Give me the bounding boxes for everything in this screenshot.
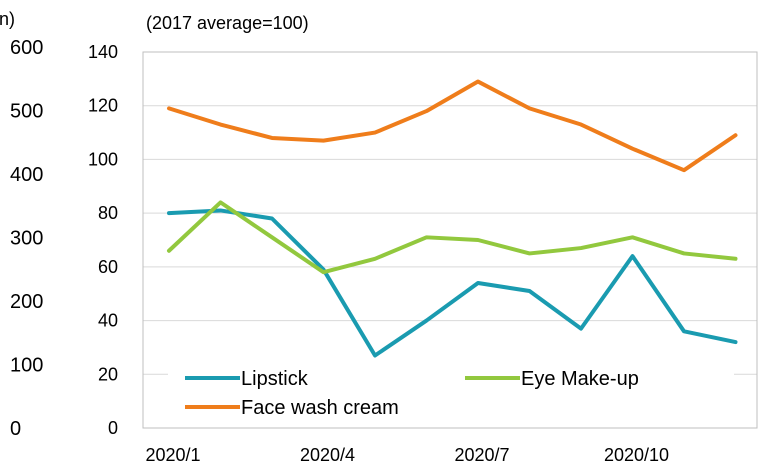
series-line-eye-make-up bbox=[167, 200, 738, 275]
series-lines bbox=[167, 79, 738, 358]
y-tick-label: 80 bbox=[98, 203, 118, 223]
secondary-y-tick-label: 100 bbox=[10, 355, 43, 377]
legend-label: Lipstick bbox=[241, 368, 309, 390]
x-tick-label: 2020/1 bbox=[145, 445, 200, 465]
secondary-y-tick-label: 200 bbox=[10, 291, 43, 313]
legend-label: Eye Make-up bbox=[521, 368, 639, 390]
y-tick-label: 120 bbox=[88, 96, 118, 116]
x-axis-ticks: 2020/1 2020/4 2020/7 2020/10 bbox=[145, 445, 669, 465]
y-tick-label: 60 bbox=[98, 257, 118, 277]
x-tick-label: 2020/10 bbox=[604, 445, 669, 465]
legend-label: Face wash cream bbox=[241, 397, 399, 419]
secondary-y-tick-label: 300 bbox=[10, 228, 43, 250]
top-left-text: n) bbox=[0, 9, 15, 29]
series-line-face-wash-cream bbox=[167, 79, 738, 173]
legend: Lipstick Eye Make-up Face wash cream bbox=[185, 368, 639, 419]
unit-label: (2017 average=100) bbox=[146, 13, 309, 33]
y-tick-label: 100 bbox=[88, 149, 118, 169]
x-tick-label: 2020/4 bbox=[300, 445, 355, 465]
plot-area bbox=[142, 51, 758, 429]
secondary-y-tick-label: 400 bbox=[10, 164, 43, 186]
y-tick-label: 40 bbox=[98, 311, 118, 331]
y-axis-ticks: 0 20 40 60 80 100 120 140 bbox=[88, 42, 118, 438]
legend-background bbox=[168, 362, 734, 420]
secondary-y-axis-ticks: 0 100 200 300 400 500 600 bbox=[10, 37, 43, 440]
y-tick-label: 0 bbox=[108, 418, 118, 438]
y-tick-label: 20 bbox=[98, 364, 118, 384]
secondary-y-tick-label: 0 bbox=[10, 418, 21, 440]
series-line-lipstick bbox=[167, 208, 738, 358]
y-tick-label: 140 bbox=[88, 42, 118, 62]
secondary-y-tick-label: 500 bbox=[10, 101, 43, 123]
x-tick-label: 2020/7 bbox=[454, 445, 509, 465]
secondary-y-tick-label: 600 bbox=[10, 37, 43, 59]
